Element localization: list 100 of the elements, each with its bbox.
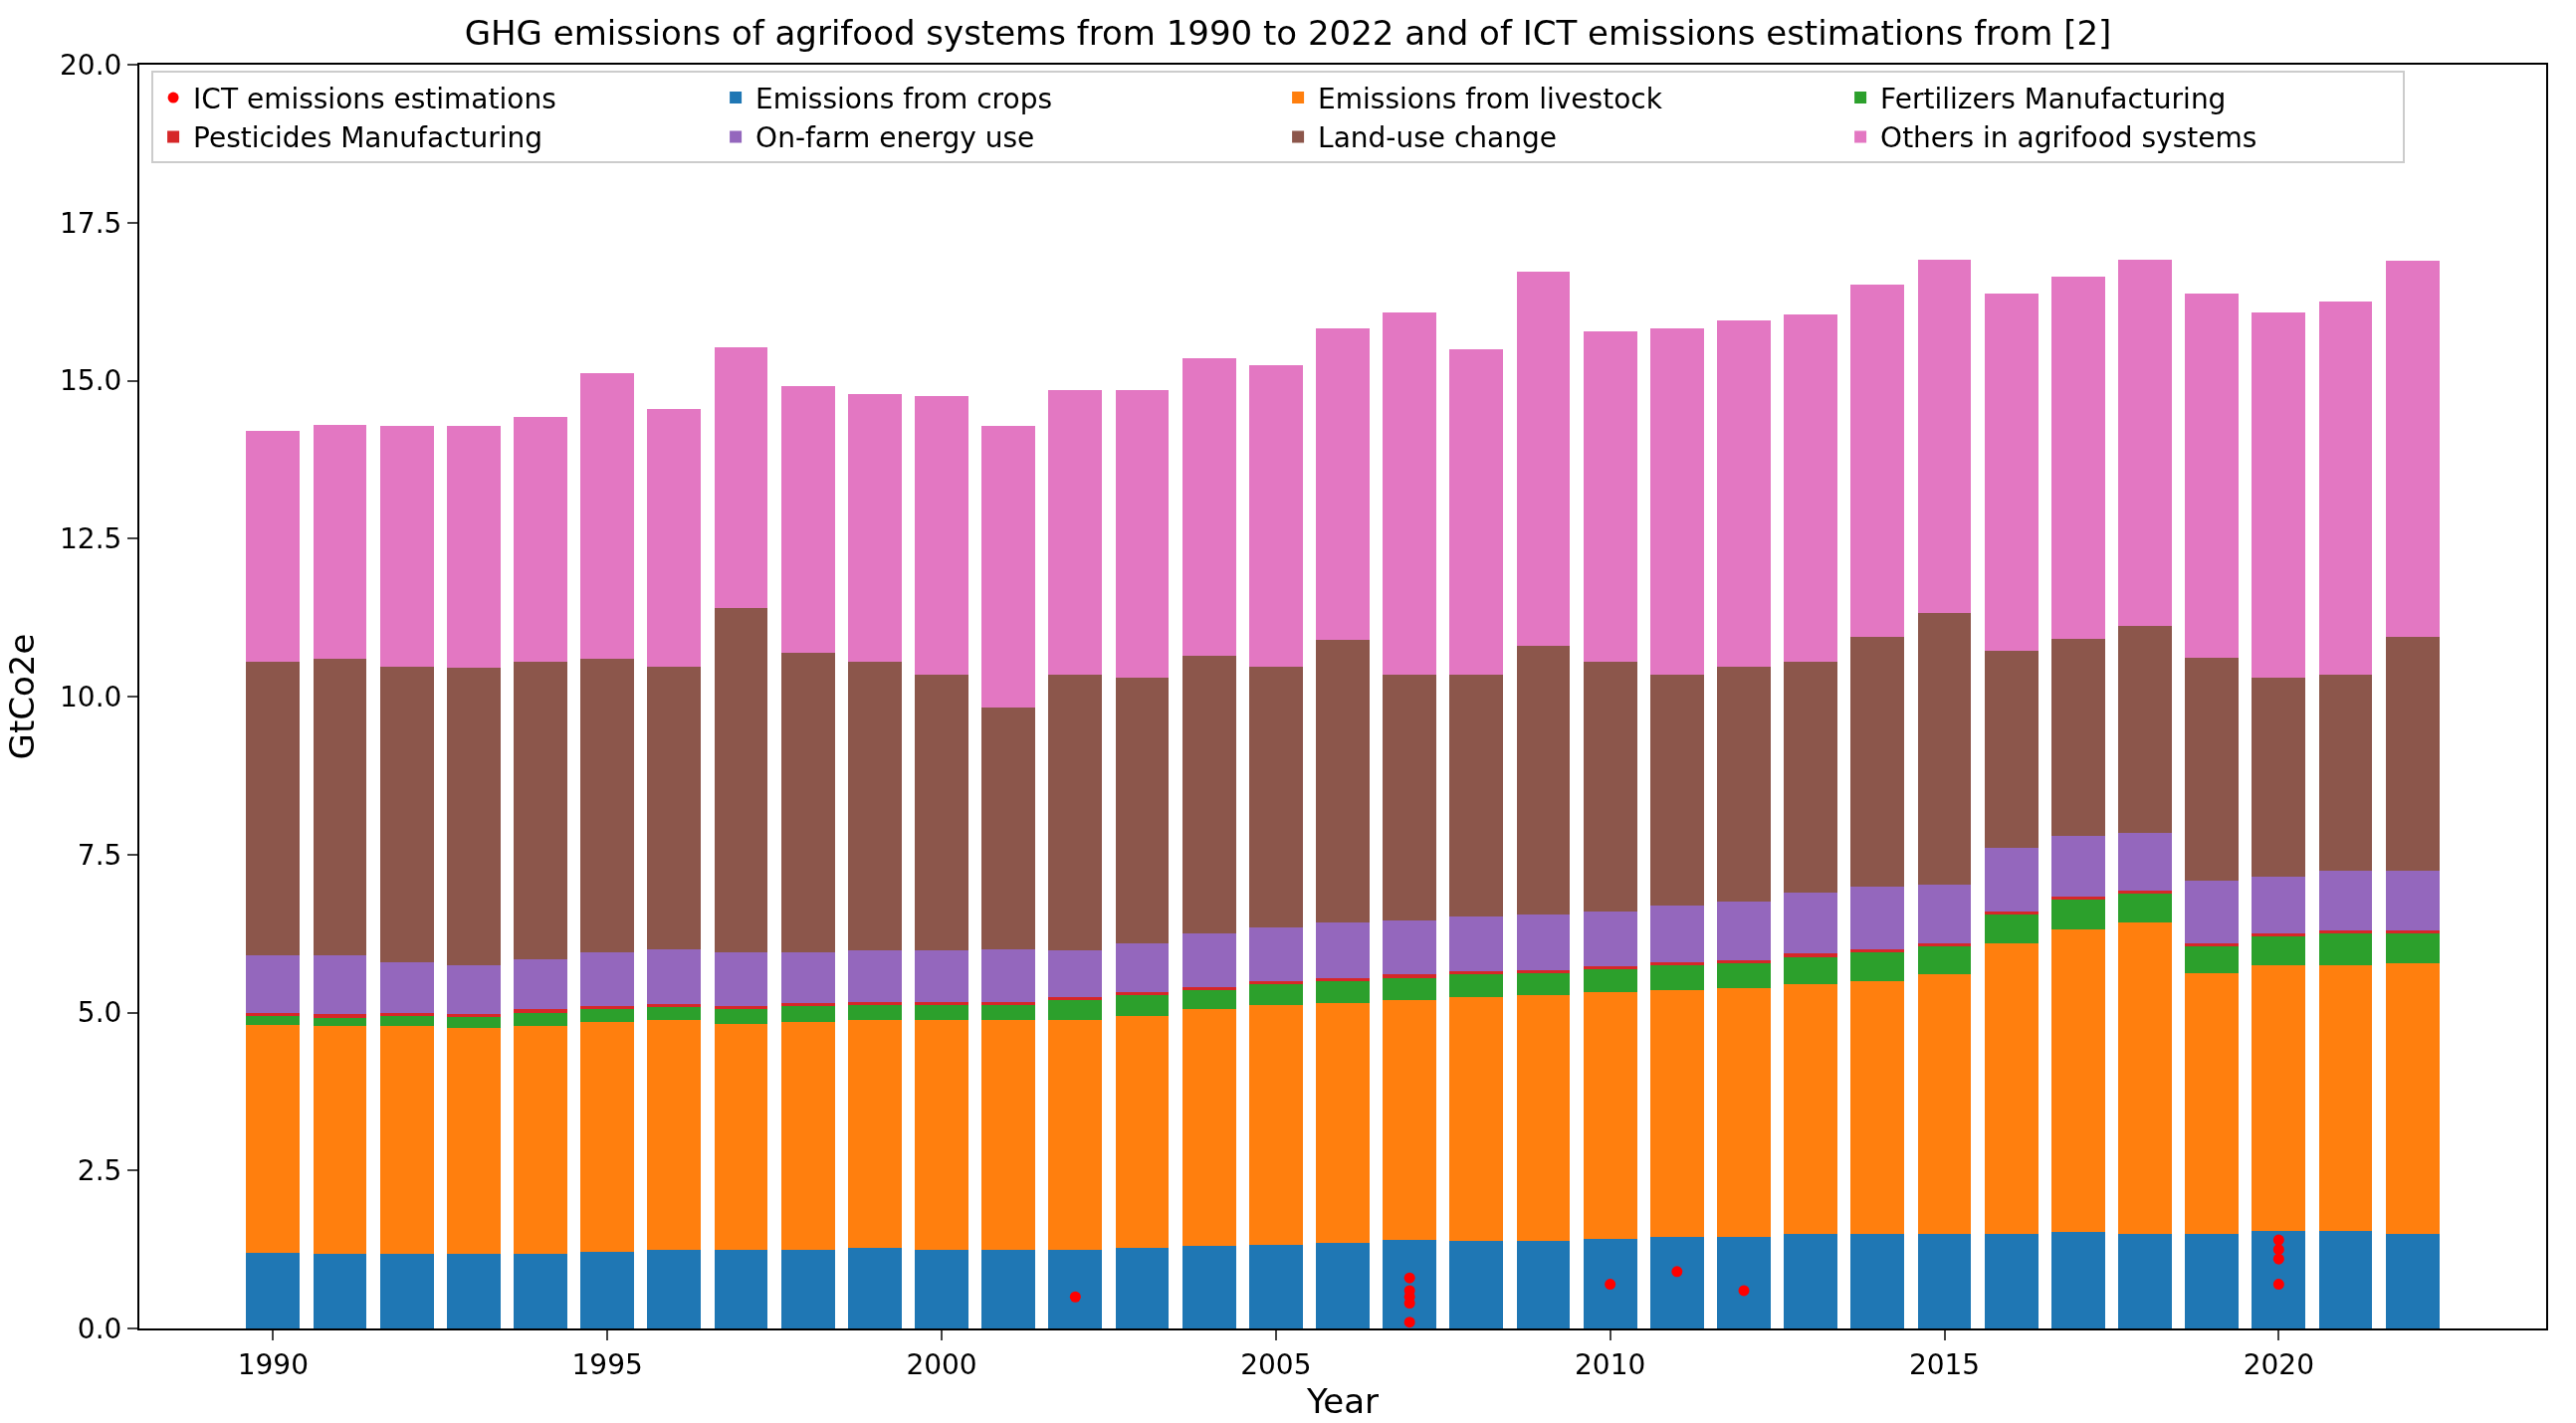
bar [981,426,1036,709]
bar [1181,358,1236,656]
bar [1516,1241,1571,1328]
bar [313,658,367,956]
bar [1583,330,1637,663]
bar [1649,674,1704,906]
bar [1115,390,1170,678]
bar [1449,674,1504,916]
bar [2385,636,2440,871]
bar [2050,835,2105,898]
bar [780,1022,835,1250]
bar [2252,311,2306,678]
bar [1115,995,1170,1016]
bar [714,952,768,1007]
bar [847,950,902,1002]
bar [1717,666,1771,903]
bar [1449,915,1504,972]
bar [313,1026,367,1255]
bar [379,426,434,667]
bar [1583,992,1637,1239]
bar [580,1022,635,1252]
bar [2185,657,2240,882]
bar [514,958,567,1010]
bar [1181,987,1236,991]
bar [1115,1247,1170,1328]
bar [1917,613,1972,886]
bar [1316,639,1370,923]
bar [1984,1233,2039,1328]
bar [1984,915,2039,943]
bar [1850,952,1905,981]
bar [2385,870,2440,930]
bar [714,1023,768,1250]
bar [1784,953,1838,957]
bar [2118,625,2172,833]
point [1738,1285,1750,1297]
bar [1850,636,1905,887]
bar [2185,881,2240,943]
bar [1917,1233,1972,1328]
bar [580,1251,635,1328]
bar [2252,1230,2306,1328]
bar [1181,933,1236,988]
bar [1316,328,1370,640]
bar [2050,1232,2105,1328]
bar [446,1016,501,1029]
bar [1649,905,1704,962]
bar [1181,1009,1236,1247]
x-tick-label: 2000 [906,1347,977,1381]
bar [2118,890,2172,895]
bar [847,394,902,663]
bar [647,1020,702,1250]
bar [780,952,835,1003]
bar [2385,1233,2440,1328]
bar [1850,284,1905,637]
bar [1649,961,1704,965]
bar [915,1020,968,1250]
bar [1784,1233,1838,1328]
bar [2185,942,2240,946]
bar [714,1006,768,1010]
bar [2318,964,2373,1231]
bar [647,1249,702,1328]
point [2272,1279,2284,1291]
bar [1048,1020,1103,1250]
bar [2318,933,2373,965]
bar [1784,956,1838,984]
chart-title: GHG emissions of agrifood systems from 1990 to 2022 and of ICT emissions estimations from [2] [464,13,2112,54]
bar [1784,662,1838,893]
bar [2118,1233,2172,1328]
bar [1048,390,1103,675]
y-tick-label: 10.0 [60,680,122,713]
bar [1181,990,1236,1010]
bar [981,1004,1036,1021]
bar [1516,994,1571,1242]
bar [246,1015,301,1026]
bar [313,1014,367,1018]
bar [780,385,835,653]
legend-label: Emissions from livestock [1318,82,1663,115]
bar [2252,876,2306,934]
x-tick-label: 2020 [2243,1347,2314,1381]
bar [2252,936,2306,965]
bar [780,1006,835,1023]
x-axis-title: Year [1306,1380,1380,1421]
bar [1048,674,1103,951]
x-tick-label: 1990 [237,1347,309,1381]
bar [446,668,501,965]
bar [2318,674,2373,871]
bar [2185,293,2240,658]
bar [847,1020,902,1248]
bar [847,1001,902,1005]
bar [379,1015,434,1027]
bar [1917,259,1972,614]
point [1403,1317,1415,1328]
bar [1583,966,1637,970]
bar [446,1254,501,1328]
bar [1717,902,1771,960]
bar [1583,969,1637,993]
bar [1784,892,1838,954]
bar [1383,920,1437,975]
legend-label: Emissions from crops [755,82,1053,115]
bar [981,1249,1036,1328]
bar [2050,276,2105,639]
